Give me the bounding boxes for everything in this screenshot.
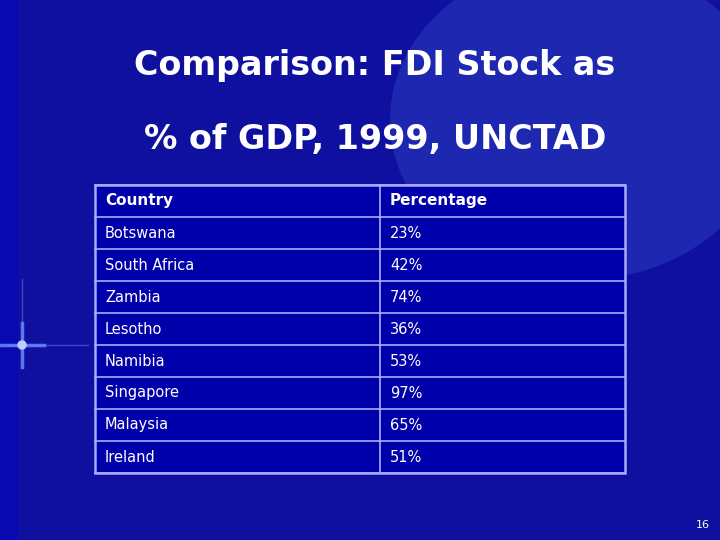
Bar xyxy=(95,185,625,473)
Text: Country: Country xyxy=(105,193,173,208)
Ellipse shape xyxy=(390,0,720,280)
Text: Namibia: Namibia xyxy=(105,354,166,368)
Bar xyxy=(0,0,18,540)
Text: 65%: 65% xyxy=(390,417,422,433)
Text: Ireland: Ireland xyxy=(105,449,156,464)
Text: Singapore: Singapore xyxy=(105,386,179,401)
Text: 42%: 42% xyxy=(390,258,423,273)
Text: 23%: 23% xyxy=(390,226,422,240)
Text: 74%: 74% xyxy=(390,289,423,305)
Text: % of GDP, 1999, UNCTAD: % of GDP, 1999, UNCTAD xyxy=(144,124,606,157)
Text: Botswana: Botswana xyxy=(105,226,176,240)
Text: South Africa: South Africa xyxy=(105,258,194,273)
Text: 97%: 97% xyxy=(390,386,423,401)
Text: 51%: 51% xyxy=(390,449,422,464)
Text: Malaysia: Malaysia xyxy=(105,417,169,433)
Circle shape xyxy=(18,341,26,349)
Text: Zambia: Zambia xyxy=(105,289,161,305)
Bar xyxy=(95,185,625,473)
Text: Lesotho: Lesotho xyxy=(105,321,163,336)
Text: Comparison: FDI Stock as: Comparison: FDI Stock as xyxy=(135,49,616,82)
Text: Percentage: Percentage xyxy=(390,193,488,208)
Text: 36%: 36% xyxy=(390,321,422,336)
Text: 16: 16 xyxy=(696,520,710,530)
Text: 53%: 53% xyxy=(390,354,422,368)
